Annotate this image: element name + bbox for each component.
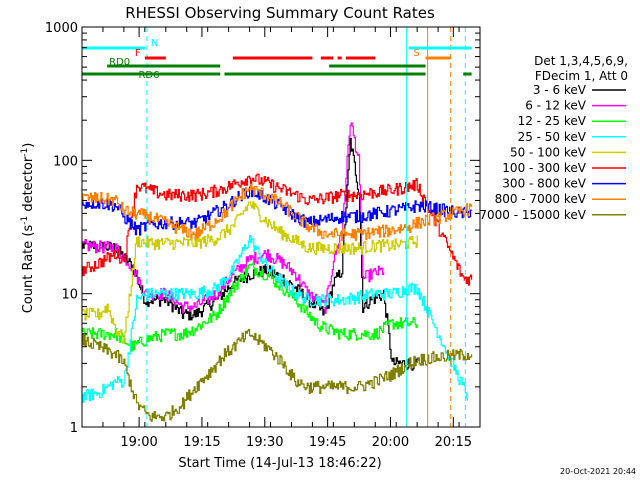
legend-label-50-100-kev: 50 - 100 keV bbox=[510, 145, 587, 159]
legend-header-decimation: FDecim 1, Att 0 bbox=[535, 69, 628, 83]
series-line-6-12-kev bbox=[82, 122, 385, 314]
footer-date: 20-Oct-2021 20:44 bbox=[560, 467, 636, 476]
y-label-exponent-2: -1 bbox=[20, 148, 30, 157]
y-tick-label-10: 10 bbox=[61, 288, 78, 303]
series-line-25-50-kev bbox=[82, 235, 468, 403]
y-axis-label: Count Rate (s-1 detector-1) bbox=[20, 143, 36, 314]
y-label-main: Count Rate (s bbox=[21, 225, 36, 314]
state-bar-label-n: N bbox=[151, 38, 158, 49]
state-bar-label-rd0: RD0 bbox=[109, 57, 130, 68]
legend-label-7000-15000-kev: 7000 - 15000 keV bbox=[479, 208, 586, 222]
x-tick-label-20-15: 20:15 bbox=[435, 435, 472, 450]
y-label-end: ) bbox=[21, 143, 36, 148]
legend-label-100-300-kev: 100 - 300 keV bbox=[502, 161, 586, 175]
legend-label-6-12-kev: 6 - 12 keV bbox=[525, 99, 587, 113]
series-line-100-300-kev bbox=[82, 173, 473, 286]
plot-frame bbox=[81, 26, 481, 428]
y-tick-label-1000: 1000 bbox=[45, 21, 78, 36]
state-bar-label-f: F bbox=[135, 48, 141, 59]
plot-area: NF S RD0 RD6 bbox=[82, 27, 473, 427]
legend-label-800-7000-kev: 800 - 7000 keV bbox=[495, 192, 587, 206]
legend-label-3-6-kev: 3 - 6 keV bbox=[533, 83, 587, 97]
legend-label-300-800-kev: 300 - 800 keV bbox=[502, 177, 586, 191]
x-tick-label-19-30: 19:30 bbox=[246, 435, 283, 450]
y-label-mid: detector bbox=[21, 156, 36, 216]
legend-header-detectors: Det 1,3,4,5,6,9, bbox=[534, 54, 628, 68]
axis-ticks: 19:00 19:15 19:30 19:45 20:00 20:15 1 10 100 1000 bbox=[45, 21, 481, 450]
x-tick-label-19-15: 19:15 bbox=[183, 435, 220, 450]
x-tick-label-19-00: 19:00 bbox=[120, 435, 157, 450]
legend: Det 1,3,4,5,6,9, FDecim 1, Att 0 3 - 6 k… bbox=[479, 54, 628, 222]
y-tick-label-1: 1 bbox=[70, 421, 78, 436]
series-line-50-100-kev bbox=[82, 201, 418, 344]
x-axis-label: Start Time (14-Jul-13 18:46:22) bbox=[178, 456, 381, 471]
legend-label-12-25-kev: 12 - 25 keV bbox=[518, 114, 587, 128]
state-bar-label-s: S bbox=[414, 48, 420, 59]
chart-title: RHESSI Observing Summary Count Rates bbox=[125, 4, 435, 22]
x-tick-label-20-00: 20:00 bbox=[372, 435, 409, 450]
x-tick-label-19-45: 19:45 bbox=[309, 435, 346, 450]
state-bar-label-rd6: RD6 bbox=[138, 70, 159, 81]
svg-text:Count Rate (s-1 detector-1): Count Rate (s-1 detector-1) bbox=[20, 143, 36, 314]
y-label-exponent-1: -1 bbox=[20, 216, 30, 225]
legend-label-25-50-kev: 25 - 50 keV bbox=[518, 130, 587, 144]
y-tick-label-100: 100 bbox=[53, 154, 78, 169]
series-line-12-25-kev bbox=[82, 262, 418, 352]
